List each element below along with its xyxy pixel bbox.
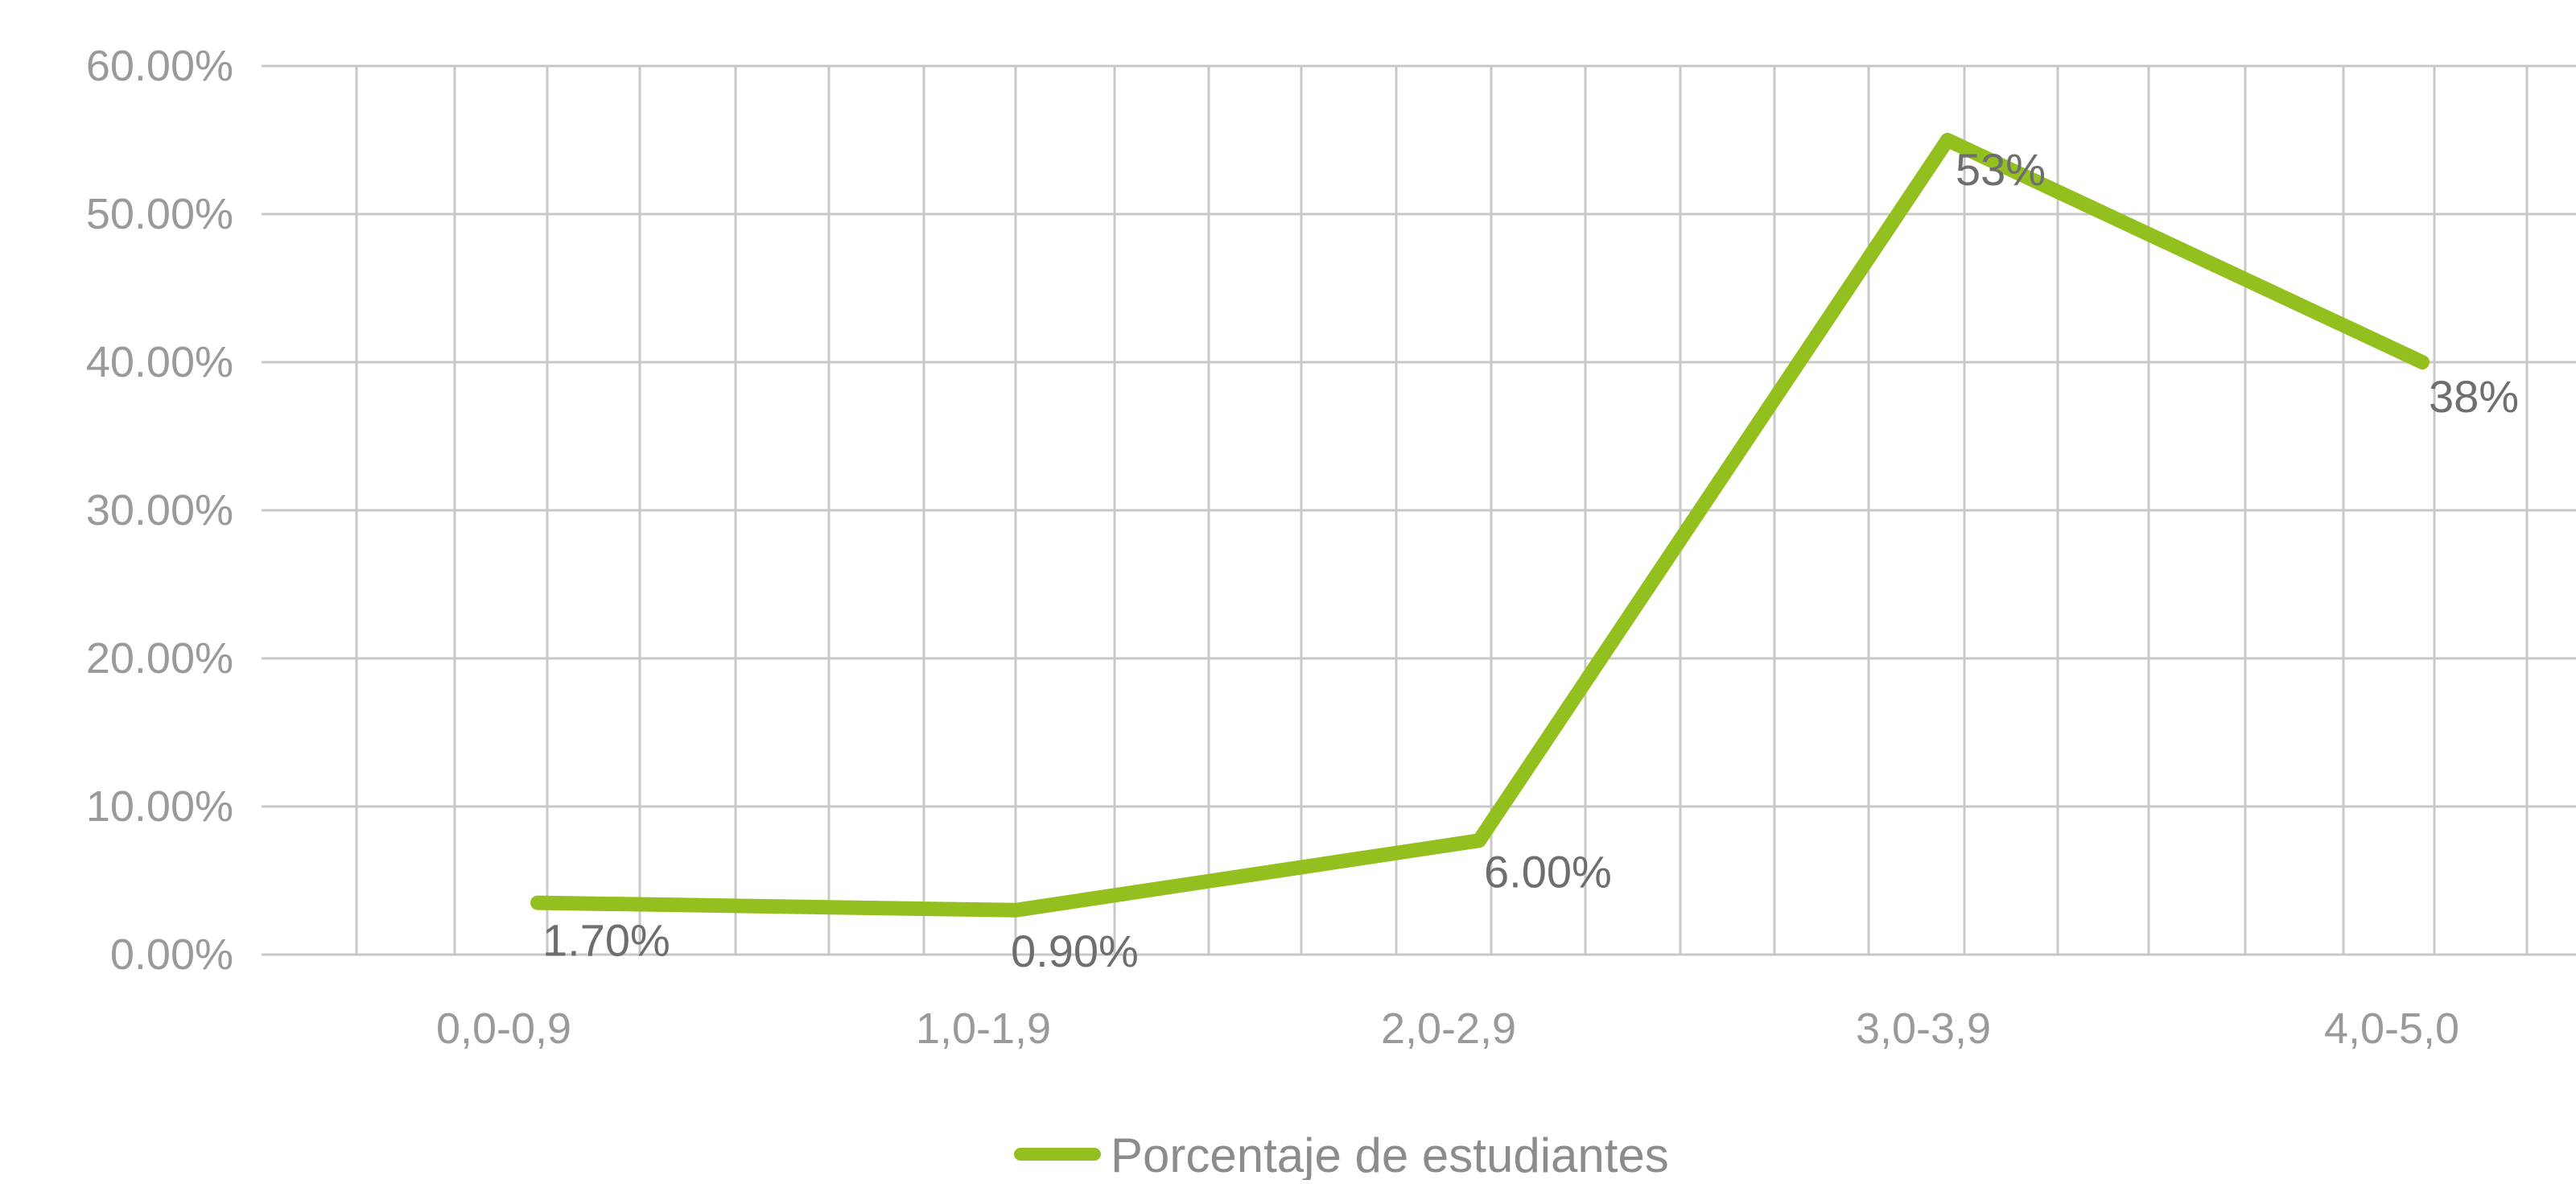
series-line bbox=[530, 133, 2430, 918]
data-point bbox=[1478, 840, 1480, 842]
x-tick-label: 4,0-5,0 bbox=[2324, 1005, 2459, 1053]
data-point bbox=[1947, 139, 1948, 141]
data-label: 1.70% bbox=[542, 915, 670, 966]
y-tick-label: 60.00% bbox=[86, 42, 233, 90]
x-tick-label: 2,0-2,9 bbox=[1381, 1005, 1516, 1053]
x-tick-label: 0,0-0,9 bbox=[436, 1005, 571, 1053]
data-label: 38% bbox=[2429, 371, 2519, 422]
x-tick-label: 1,0-1,9 bbox=[916, 1005, 1051, 1053]
x-axis: 0,0-0,9 1,0-1,9 2,0-2,9 3,0-3,9 4,0-5,0 bbox=[436, 1005, 2459, 1053]
series-layer bbox=[530, 133, 2430, 918]
y-tick-label: 40.00% bbox=[86, 338, 233, 386]
grid bbox=[262, 64, 2576, 956]
data-point bbox=[2421, 361, 2423, 363]
data-point bbox=[537, 901, 538, 904]
data-label: 6.00% bbox=[1484, 846, 1612, 897]
y-tick-label: 50.00% bbox=[86, 190, 233, 238]
legend: Porcentaje de estudiantes bbox=[1014, 1128, 1669, 1182]
y-tick-label: 0.00% bbox=[110, 930, 233, 979]
data-labels: 1.70% 0.90% 6.00% 53% 38% bbox=[542, 144, 2519, 976]
data-label: 0.90% bbox=[1011, 926, 1139, 976]
x-tick-label: 3,0-3,9 bbox=[1856, 1005, 1991, 1053]
y-tick-label: 10.00% bbox=[86, 782, 233, 831]
y-axis: 0.00% 10.00% 20.00% 30.00% 40.00% 50.00% 60.00… bbox=[86, 42, 233, 979]
data-point bbox=[1015, 909, 1016, 911]
data-label: 53% bbox=[1956, 144, 2046, 195]
legend-label: Porcentaje de estudiantes bbox=[1111, 1128, 1669, 1180]
y-tick-label: 20.00% bbox=[86, 634, 233, 683]
y-tick-label: 30.00% bbox=[86, 486, 233, 534]
